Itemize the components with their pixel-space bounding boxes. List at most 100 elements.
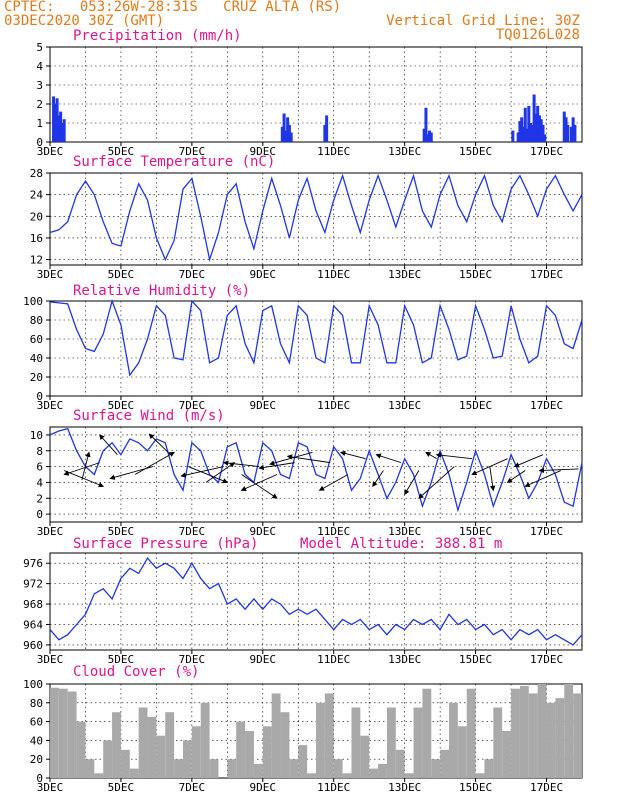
cloud-area-column [103,740,113,778]
precip-bar [566,124,570,142]
wind-xtick-label: 7DEC [179,525,206,538]
rh-ytick-label: 60 [30,333,43,346]
pressure-xtick-label: 15DEC [459,653,492,666]
precip-bar [529,123,533,142]
precip-xtick-label: 17DEC [530,145,563,158]
temp-xtick-label: 13DEC [388,268,421,281]
precip-bar [537,115,541,142]
pressure-xtick-label: 9DEC [250,653,277,666]
cloud-area-column [502,731,512,778]
cloud-area-column [493,707,503,778]
cloud-area-column [546,702,556,778]
wind-series-line [49,427,583,513]
cloud-area-column [564,684,574,778]
wind-wind-arrow [269,451,313,466]
rh-xtick-label: 15DEC [459,399,492,412]
wind-ytick-label: 0 [36,508,43,521]
pressure-ytick-label: 960 [23,639,43,652]
cloud-area-column [449,702,458,778]
cloud-ytick-label: 60 [30,716,43,729]
cloud-area-column [253,763,263,778]
cloud-area-column [67,691,77,778]
pressure-ytick-label: 968 [23,598,43,611]
precip-bar [564,117,568,142]
precip-bar [536,105,540,142]
cloud-area-column [360,735,370,778]
cloud-xtick-label: 11DEC [317,781,350,794]
wind-wind-arrow [506,470,526,483]
wind-wind-arrow [64,470,105,488]
precip-xtick-label: 15DEC [459,145,492,158]
pressure-xtick-label: 11DEC [317,653,350,666]
cloud-ytick-label: 100 [23,678,43,691]
cloud-area-column [174,759,183,778]
cloud-area-column [440,749,449,778]
precip-xtick-label: 11DEC [317,145,350,158]
precip-bar [573,124,577,142]
cloud-area-column [76,721,86,778]
cloud-area-column [386,707,396,778]
wind-ytick-label: 4 [36,476,43,489]
cloud-area-column [200,702,210,778]
temp-panel [46,172,583,269]
precip-bar [282,113,286,142]
cloud-area-column [245,731,254,778]
precip-ytick-label: 1 [36,117,43,130]
rh-xtick-label: 5DEC [108,399,135,412]
precip-bar [520,117,524,142]
temp-frame [49,172,583,266]
rh-xtick-label: 3DEC [37,399,64,412]
rh-series-line [49,298,583,377]
wind-panel [46,426,583,526]
wind-wind-arrow [240,474,278,491]
precip-bar [569,126,573,142]
temp-xtick-label: 5DEC [108,268,135,281]
cloud-area-column [85,759,95,778]
cloud-area-column [342,773,352,778]
wind-xtick-label: 11DEC [317,525,350,538]
temp-xtick-label: 11DEC [317,268,350,281]
cloud-area-column [147,716,157,778]
temp-title: Surface Temperature (nC) [73,154,275,170]
header-run-date: 03DEC2020 30Z (GMT) [4,13,165,29]
cloud-xtick-label: 3DEC [37,781,64,794]
precip-ytick-label: 3 [36,79,43,92]
precip-bar [427,130,431,142]
precip-bar [280,126,284,142]
rh-panel [46,298,583,400]
precip-xtick-label: 13DEC [388,145,421,158]
precip-bar [532,94,536,142]
precip-bar [287,124,291,142]
cloud-area-column [422,688,432,778]
rh-ytick-label: 0 [36,390,43,403]
cloud-area-column [351,707,361,778]
precip-bar [523,107,527,142]
cloud-area-column [280,712,290,778]
precip-bar [511,130,515,142]
rh-title: Relative Humidity (%) [73,283,250,299]
temp-xtick-label: 9DEC [250,268,277,281]
cloud-area-column [378,763,387,778]
precip-bar [571,117,575,142]
pressure-series-line [49,556,583,646]
rh-xtick-label: 9DEC [250,399,277,412]
cloud-area-column [165,712,175,778]
wind-wind-arrow [188,466,229,484]
pressure-panel [46,552,583,654]
precip-bar [539,119,543,142]
wind-wind-arrow [372,470,384,488]
wind-xtick-label: 17DEC [530,525,563,538]
precip-bar [534,113,538,142]
wind-wind-arrow [404,470,420,496]
temp-ytick-label: 24 [30,189,44,202]
cloud-area-column [183,740,192,778]
cloud-xtick-label: 5DEC [108,781,135,794]
rh-xtick-label: 13DEC [388,399,421,412]
rh-xtick-label: 17DEC [530,399,563,412]
wind-wind-arrow [418,466,455,499]
wind-wind-arrow [538,467,579,474]
precip-bar [426,134,430,142]
cloud-area-column [431,759,441,778]
wind-xtick-label: 9DEC [250,525,277,538]
wind-title: Surface Wind (m/s) [73,408,225,424]
